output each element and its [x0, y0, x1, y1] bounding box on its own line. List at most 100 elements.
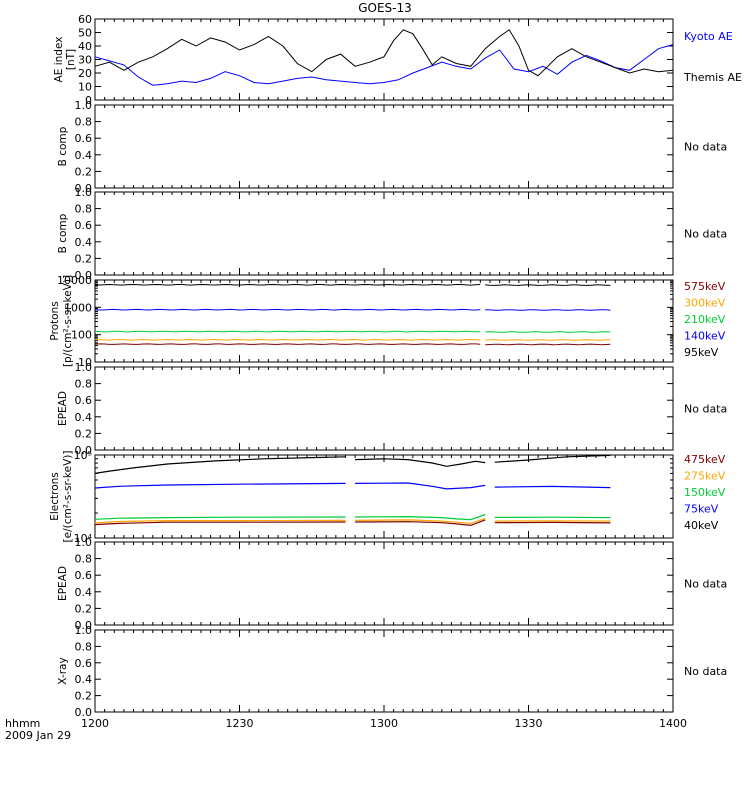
- panel-electrons: 10⁴ 10⁵ Electrons [e/(cm²-s-sr-keV)] 475keV 2…: [49, 449, 726, 545]
- series-line: [94, 330, 481, 333]
- y-tick-label: 0.2: [75, 165, 93, 178]
- y-tick-label: 40: [78, 40, 92, 53]
- panel-frame: [94, 629, 674, 713]
- y-tick-label: 0.6: [75, 569, 93, 582]
- series-line: [355, 458, 486, 467]
- legend-entry: 150keV: [684, 486, 726, 499]
- x-tick-label: 1300: [370, 717, 398, 730]
- y-tick-label: 0.0: [75, 182, 93, 195]
- y-tick-label: 0.2: [75, 427, 93, 440]
- y-tick-label: 0.0: [75, 269, 93, 282]
- y-tick-label: 1.0: [75, 361, 93, 374]
- y-tick-label: 0.2: [75, 602, 93, 615]
- panel-protons: 10 100 1000 10000 Protons [p/(cm²-s-sr-keV)] 5…: [49, 274, 726, 369]
- panel-frame: [94, 366, 674, 451]
- y-axis-label: EPEAD: [57, 566, 69, 601]
- y-tick-label: 0.4: [75, 673, 93, 686]
- series-line: [355, 513, 486, 521]
- series-line: [355, 517, 486, 525]
- legend-entry: 95keV: [684, 346, 719, 359]
- x-tick-label: 1230: [226, 717, 254, 730]
- y-tick-label: 0.6: [75, 657, 93, 670]
- no-data-label: No data: [684, 403, 727, 416]
- series-line: [485, 339, 611, 341]
- legend-entry: 40keV: [684, 519, 719, 532]
- y-tick-label: 0.2: [75, 252, 93, 265]
- y-tick-label: 1.0: [75, 99, 93, 112]
- panel-xray: 0.0 0.2 0.4 0.6 0.8 1.0 X-ray No data: [57, 624, 727, 719]
- legend-entry: 210keV: [684, 313, 726, 326]
- panel-bcomp2: 0.0 0.2 0.4 0.6 0.8 1.0 B comp No data: [57, 186, 727, 282]
- series-line: [94, 338, 481, 341]
- y-tick-label: 0.6: [75, 132, 93, 145]
- panel-frame: [94, 279, 674, 363]
- y-tick-label: 0.6: [75, 394, 93, 407]
- y-tick-label: 0.8: [75, 116, 93, 129]
- panel-frame: [94, 18, 674, 101]
- legend-entry: 140keV: [684, 330, 726, 343]
- y-tick-label: 0.8: [75, 203, 93, 216]
- y-tick-label: 1000: [64, 301, 92, 314]
- no-data-label: No data: [684, 141, 727, 154]
- no-data-label: No data: [684, 578, 727, 591]
- series-line: [95, 283, 481, 286]
- y-tick-label: 20: [78, 67, 92, 80]
- panel-frame: [94, 104, 674, 189]
- y-axis-label: [nT]: [65, 49, 77, 70]
- series-line: [94, 521, 346, 526]
- panel-epead2: 0.0 0.2 0.4 0.6 0.8 1.0 EPEAD No data: [57, 536, 727, 632]
- y-tick-label: 0: [85, 94, 92, 107]
- series-line: [494, 454, 611, 463]
- no-data-label: No data: [684, 228, 727, 241]
- legend-entry: Themis AE: [683, 71, 742, 84]
- time-axis-label: hhmm: [5, 717, 40, 730]
- y-axis-label: [p/(cm²-s-sr-keV)]: [62, 275, 74, 367]
- x-tick-label: 1330: [515, 717, 543, 730]
- y-axis-label: B comp: [57, 213, 69, 253]
- panel-bcomp1: 0.0 0.2 0.4 0.6 0.8 1.0 B comp No data: [57, 99, 727, 195]
- y-tick-label: 10⁴: [74, 532, 93, 545]
- series-line: [94, 29, 674, 77]
- legend-entry: 575keV: [684, 280, 726, 293]
- y-tick-label: 0.8: [75, 378, 93, 391]
- no-data-label: No data: [684, 665, 727, 678]
- y-axis-label: Electrons: [49, 472, 61, 521]
- series-line: [494, 485, 611, 489]
- series-line: [485, 331, 611, 333]
- legend-entry: 300keV: [684, 297, 726, 310]
- panel-epead1: 0.0 0.2 0.4 0.6 0.8 1.0 EPEAD No data: [57, 361, 727, 457]
- series-line: [94, 456, 346, 474]
- y-tick-label: 50: [78, 27, 92, 40]
- time-axis-date: 2009 Jan 29: [5, 729, 71, 742]
- series-line: [355, 482, 486, 490]
- legend-entry: 475keV: [684, 453, 726, 466]
- y-axis-label: Protons: [49, 301, 61, 340]
- panel-frame: [94, 454, 674, 539]
- y-axis-label: EPEAD: [57, 391, 69, 426]
- y-tick-label: 0.0: [75, 619, 93, 632]
- series-line: [485, 343, 611, 346]
- y-tick-label: 10: [78, 81, 92, 94]
- series-line: [94, 343, 481, 345]
- y-tick-label: 0.4: [75, 411, 93, 424]
- series-line: [94, 516, 346, 520]
- x-tick-label: 1400: [659, 717, 687, 730]
- y-axis-label: X-ray: [57, 657, 69, 684]
- y-tick-label: 0.4: [75, 149, 93, 162]
- series-line: [485, 309, 611, 311]
- y-tick-label: 1.0: [75, 186, 93, 199]
- y-tick-label: 10000: [57, 274, 92, 287]
- legend-entry: 275keV: [684, 470, 726, 483]
- y-tick-label: 0.0: [75, 706, 93, 719]
- y-tick-label: 0.6: [75, 219, 93, 232]
- y-tick-label: 0.8: [75, 640, 93, 653]
- x-tick-label: 1200: [81, 717, 109, 730]
- y-tick-label: 10⁵: [74, 449, 92, 462]
- series-line: [494, 521, 611, 524]
- y-tick-label: 0.2: [75, 690, 93, 703]
- series-line: [485, 284, 611, 286]
- series-line: [94, 519, 346, 524]
- figure-title: GOES-13: [358, 1, 412, 15]
- y-axis-label: [e/(cm²-s-sr-keV)]: [62, 451, 74, 543]
